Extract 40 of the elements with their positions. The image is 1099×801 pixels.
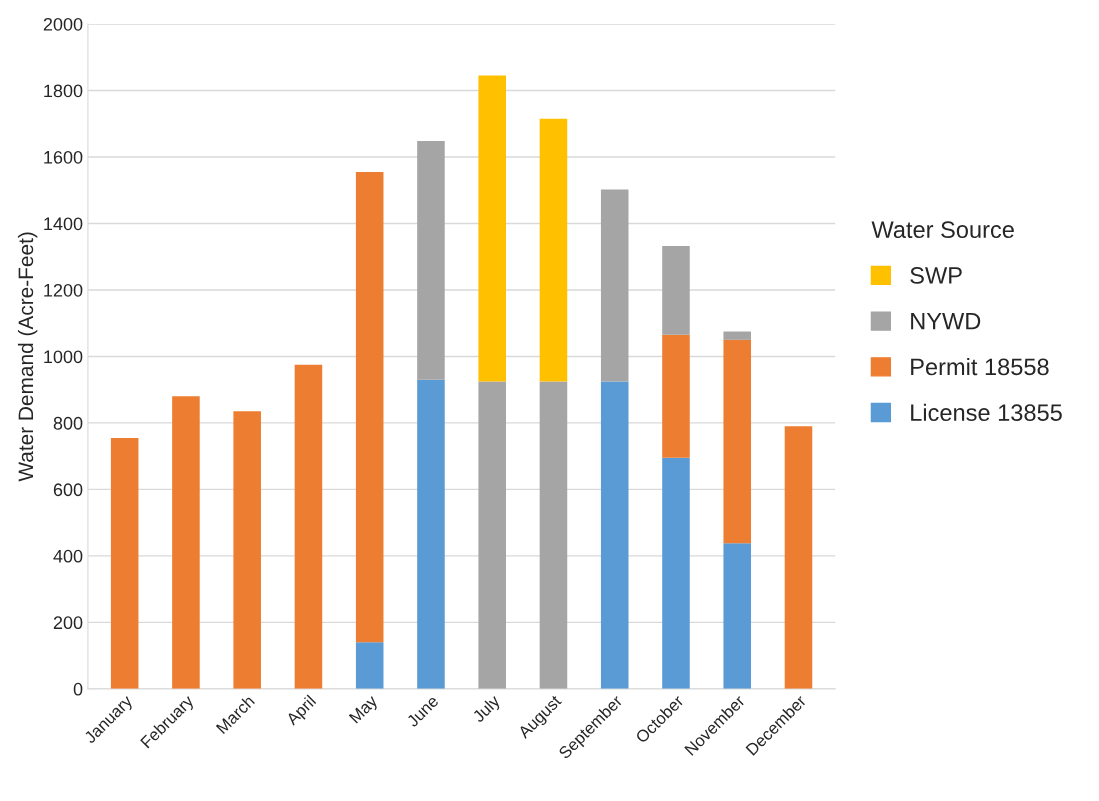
y-tick-label: 1200 — [44, 283, 83, 297]
bar — [233, 411, 261, 689]
bar — [417, 141, 445, 380]
bar — [539, 118, 568, 382]
y-tick-label: 2000 — [43, 17, 83, 31]
y-tick-label: 0 — [73, 682, 83, 696]
bar — [723, 543, 752, 689]
y-tick-label: 400 — [53, 549, 83, 563]
bar — [784, 426, 813, 689]
legend-label: License 13855 — [911, 403, 1062, 422]
bar — [600, 381, 629, 689]
bar — [294, 364, 323, 689]
bar — [662, 457, 690, 689]
legend-title: Water Source — [871, 221, 1014, 239]
legend-label: Permit 18558 — [911, 357, 1049, 376]
bar — [600, 189, 629, 382]
bar — [662, 334, 690, 458]
bar — [723, 331, 752, 340]
y-tick-label: 1600 — [44, 150, 83, 164]
bar — [172, 396, 200, 689]
y-tick-label: 800 — [53, 416, 83, 430]
bar — [417, 379, 445, 689]
y-tick-label: 1400 — [44, 217, 83, 231]
bar — [355, 171, 384, 643]
y-tick-label: 1000 — [44, 350, 83, 364]
bar — [539, 381, 568, 689]
y-tick-label: 600 — [53, 483, 83, 497]
x-tick-label: May — [348, 694, 381, 726]
bar — [662, 246, 690, 335]
legend-label: NYWD — [911, 313, 981, 330]
bar — [478, 75, 506, 382]
bar — [478, 381, 506, 689]
bar — [355, 642, 384, 689]
x-tick-label: July — [471, 693, 504, 726]
bar — [723, 339, 752, 544]
y-axis-title: Water Demand (Acre-Feet) — [17, 232, 38, 482]
y-tick-label: 200 — [53, 616, 83, 630]
y-tick-label: 1800 — [44, 84, 83, 98]
legend-label: SWP — [910, 267, 962, 284]
bar — [110, 437, 139, 689]
